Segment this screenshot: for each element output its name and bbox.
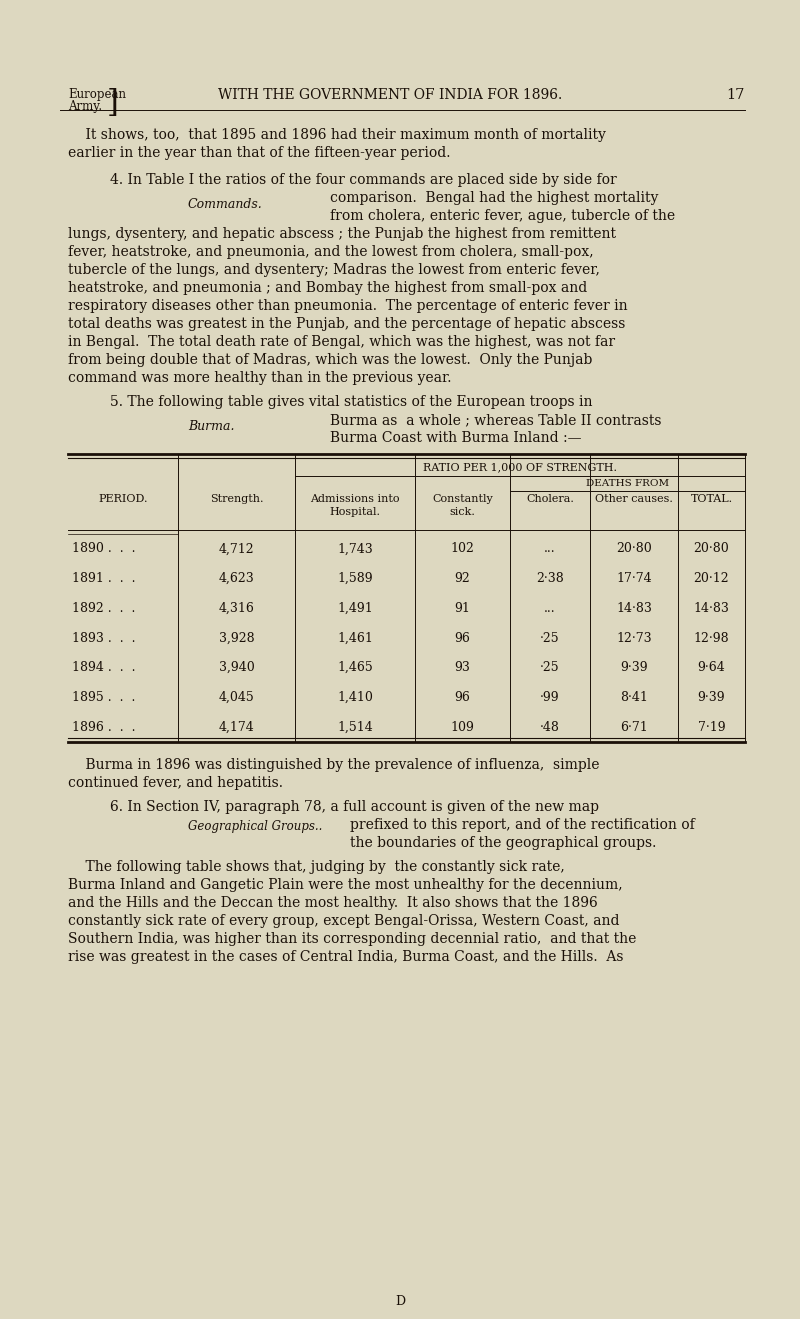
Text: TOTAL.: TOTAL. [690,495,733,504]
Text: Geographical Groups..: Geographical Groups.. [188,820,322,834]
Text: 102: 102 [450,542,474,555]
Text: 7·19: 7·19 [698,720,726,733]
Text: 5. The following table gives vital statistics of the European troops in: 5. The following table gives vital stati… [110,394,593,409]
Text: 12·98: 12·98 [694,632,730,645]
Text: total deaths was greatest in the Punjab, and the percentage of hepatic abscess: total deaths was greatest in the Punjab,… [68,317,626,331]
Text: Burma in 1896 was distinguished by the prevalence of influenza,  simple: Burma in 1896 was distinguished by the p… [68,758,599,772]
Text: The following table shows that, judging by  the constantly sick rate,: The following table shows that, judging … [68,860,565,874]
Text: 4,623: 4,623 [218,572,254,586]
Text: 1,743: 1,743 [337,542,373,555]
Text: prefixed to this report, and of the rectification of: prefixed to this report, and of the rect… [350,818,694,832]
Text: tubercle of the lungs, and dysentery; Madras the lowest from enteric fever,: tubercle of the lungs, and dysentery; Ma… [68,262,600,277]
Text: Burma Coast with Burma Inland :—: Burma Coast with Burma Inland :— [330,431,582,445]
Text: 1891 .  .  .: 1891 . . . [72,572,135,586]
Text: respiratory diseases other than pneumonia.  The percentage of enteric fever in: respiratory diseases other than pneumoni… [68,299,628,313]
Text: Constantly
sick.: Constantly sick. [432,495,493,517]
Text: and the Hills and the Deccan the most healthy.  It also shows that the 1896: and the Hills and the Deccan the most he… [68,896,598,910]
Text: command was more healthy than in the previous year.: command was more healthy than in the pre… [68,371,451,385]
Text: ·25: ·25 [540,632,560,645]
Text: 9·39: 9·39 [620,661,648,674]
Text: PERIOD.: PERIOD. [98,495,148,504]
Text: 91: 91 [454,601,470,615]
Text: WITH THE GOVERNMENT OF INDIA FOR 1896.: WITH THE GOVERNMENT OF INDIA FOR 1896. [218,88,562,102]
Text: 9·64: 9·64 [698,661,726,674]
Text: 1,491: 1,491 [337,601,373,615]
Text: RATIO PER 1,000 OF STRENGTH.: RATIO PER 1,000 OF STRENGTH. [423,462,617,472]
Text: heatstroke, and pneumonia ; and Bombay the highest from small-pox and: heatstroke, and pneumonia ; and Bombay t… [68,281,587,295]
Text: in Bengal.  The total death rate of Bengal, which was the highest, was not far: in Bengal. The total death rate of Benga… [68,335,615,350]
Text: ·48: ·48 [540,720,560,733]
Text: 20·80: 20·80 [616,542,652,555]
Text: Burma as  a whole ; whereas Table II contrasts: Burma as a whole ; whereas Table II cont… [330,413,662,427]
Text: lungs, dysentery, and hepatic abscess ; the Punjab the highest from remittent: lungs, dysentery, and hepatic abscess ; … [68,227,616,241]
Text: 12·73: 12·73 [616,632,652,645]
Text: 4,174: 4,174 [218,720,254,733]
Text: Other causes.: Other causes. [595,495,673,504]
Text: 1893 .  .  .: 1893 . . . [72,632,135,645]
Text: 17: 17 [726,88,745,102]
Text: from being double that of Madras, which was the lowest.  Only the Punjab: from being double that of Madras, which … [68,353,592,367]
Text: from cholera, enteric fever, ague, tubercle of the: from cholera, enteric fever, ague, tuber… [330,208,675,223]
Text: 17·74: 17·74 [616,572,652,586]
Text: ...: ... [544,601,556,615]
Text: 6·71: 6·71 [620,720,648,733]
Text: 109: 109 [450,720,474,733]
Text: 6. In Section IV, paragraph 78, a full account is given of the new map: 6. In Section IV, paragraph 78, a full a… [110,801,599,814]
Text: 4,712: 4,712 [218,542,254,555]
Text: DEATHS FROM: DEATHS FROM [586,479,669,488]
Text: 14·83: 14·83 [694,601,730,615]
Text: Cholera.: Cholera. [526,495,574,504]
Text: ·25: ·25 [540,661,560,674]
Text: 1,465: 1,465 [337,661,373,674]
Text: 4. In Table I the ratios of the four commands are placed side by side for: 4. In Table I the ratios of the four com… [110,173,617,187]
Text: fever, heatstroke, and pneumonia, and the lowest from cholera, small-pox,: fever, heatstroke, and pneumonia, and th… [68,245,594,259]
Text: comparison.  Bengal had the highest mortality: comparison. Bengal had the highest morta… [330,191,658,204]
Text: earlier in the year than that of the fifteen-year period.: earlier in the year than that of the fif… [68,146,450,160]
Text: 3,940: 3,940 [218,661,254,674]
Text: It shows, too,  that 1895 and 1896 had their maximum month of mortality: It shows, too, that 1895 and 1896 had th… [68,128,606,142]
Text: 1,410: 1,410 [337,691,373,704]
Text: ]: ] [107,88,119,119]
Text: ...: ... [544,542,556,555]
Text: 92: 92 [454,572,470,586]
Text: 4,045: 4,045 [218,691,254,704]
Text: 1892 .  .  .: 1892 . . . [72,601,135,615]
Text: 1,514: 1,514 [337,720,373,733]
Text: rise was greatest in the cases of Central India, Burma Coast, and the Hills.  As: rise was greatest in the cases of Centra… [68,950,623,964]
Text: 8·41: 8·41 [620,691,648,704]
Text: 96: 96 [454,691,470,704]
Text: Southern India, was higher than its corresponding decennial ratio,  and that the: Southern India, was higher than its corr… [68,933,636,946]
Text: 3,928: 3,928 [218,632,254,645]
Text: constantly sick rate of every group, except Bengal-Orissa, Western Coast, and: constantly sick rate of every group, exc… [68,914,619,929]
Text: 20·12: 20·12 [694,572,730,586]
Text: 93: 93 [454,661,470,674]
Text: 4,316: 4,316 [218,601,254,615]
Text: Strength.: Strength. [210,495,263,504]
Text: 20·80: 20·80 [694,542,730,555]
Text: European: European [68,88,126,102]
Text: continued fever, and hepatitis.: continued fever, and hepatitis. [68,776,283,790]
Text: 96: 96 [454,632,470,645]
Text: the boundaries of the geographical groups.: the boundaries of the geographical group… [350,836,656,849]
Text: Admissions into
Hospital.: Admissions into Hospital. [310,495,400,517]
Text: Burma Inland and Gangetic Plain were the most unhealthy for the decennium,: Burma Inland and Gangetic Plain were the… [68,878,622,892]
Text: 1,461: 1,461 [337,632,373,645]
Text: ·99: ·99 [540,691,560,704]
Text: 2·38: 2·38 [536,572,564,586]
Text: 14·83: 14·83 [616,601,652,615]
Text: 1890 .  .  .: 1890 . . . [72,542,135,555]
Text: 1894 .  .  .: 1894 . . . [72,661,135,674]
Text: 1896 .  .  .: 1896 . . . [72,720,135,733]
Text: 1895 .  .  .: 1895 . . . [72,691,135,704]
Text: Commands.: Commands. [188,198,262,211]
Text: D: D [395,1295,405,1308]
Text: 9·39: 9·39 [698,691,726,704]
Text: 1,589: 1,589 [337,572,373,586]
Text: Army.: Army. [68,100,102,113]
Text: Burma.: Burma. [188,419,234,433]
